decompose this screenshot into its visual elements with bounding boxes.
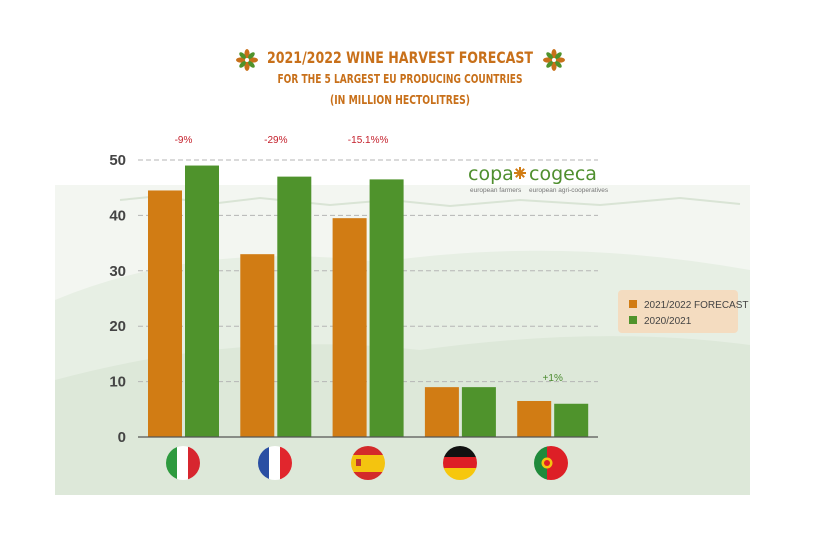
y-axis: 0 10 20 30 40 50 bbox=[109, 152, 126, 446]
change-label: +1% bbox=[543, 373, 563, 384]
chart-subtitle-line-2: (IN MILLION HECTOLITRES) bbox=[330, 93, 470, 107]
portugal-flag-icon bbox=[534, 446, 568, 480]
y-tick-label: 20 bbox=[109, 318, 126, 335]
chart-title: 2021/2022 WINE HARVEST FORECAST bbox=[267, 48, 533, 67]
y-tick-label: 0 bbox=[118, 429, 126, 446]
legend-label-forecast: 2021/2022 FORECAST bbox=[644, 300, 749, 311]
header: 2021/2022 WINE HARVEST FORECAST FOR THE … bbox=[236, 48, 565, 107]
chart-subtitle-line-1: FOR THE 5 LARGEST EU PRODUCING COUNTRIES bbox=[278, 72, 523, 86]
legend-label-previous: 2020/2021 bbox=[644, 316, 692, 327]
legend-swatch-forecast bbox=[629, 300, 637, 308]
bar-spain-forecast bbox=[332, 218, 367, 437]
copa-cogeca-logo: copa cogeca european farmers european ag… bbox=[468, 163, 609, 194]
spain-flag-icon bbox=[351, 446, 385, 480]
y-tick-label: 50 bbox=[109, 152, 126, 169]
legend-swatch-previous bbox=[629, 316, 637, 324]
bar-germany-previous bbox=[461, 387, 496, 437]
change-labels: -9% -29% -15.1%% +1% bbox=[175, 135, 563, 384]
germany-flag-icon bbox=[443, 446, 477, 480]
change-label: -9% bbox=[175, 135, 193, 146]
country-flags bbox=[166, 446, 568, 480]
bar-france-forecast bbox=[240, 254, 275, 437]
flower-icon bbox=[543, 49, 565, 71]
change-label: -29% bbox=[264, 135, 287, 146]
logo-copa: copa bbox=[468, 163, 514, 185]
bar-portugal-previous bbox=[554, 403, 589, 437]
bar-france-previous bbox=[277, 176, 312, 437]
bar-portugal-forecast bbox=[517, 400, 552, 437]
france-flag-icon bbox=[258, 446, 292, 480]
logo-cogeca: cogeca bbox=[529, 163, 597, 185]
legend: 2021/2022 FORECAST 2020/2021 bbox=[618, 290, 749, 333]
italy-flag-icon bbox=[166, 446, 200, 480]
y-tick-label: 40 bbox=[109, 207, 126, 224]
bars bbox=[148, 165, 589, 438]
change-label: -15.1%% bbox=[348, 135, 389, 146]
legend-box bbox=[618, 290, 738, 333]
bar-italy-forecast bbox=[148, 190, 182, 437]
flower-icon bbox=[236, 49, 258, 71]
y-tick-label: 30 bbox=[109, 263, 126, 280]
y-tick-label: 10 bbox=[109, 374, 126, 391]
logo-star-icon bbox=[514, 167, 526, 179]
logo-tagline-left: european farmers bbox=[470, 187, 522, 194]
bar-germany-forecast bbox=[424, 387, 459, 437]
bar-italy-previous bbox=[185, 165, 219, 438]
logo-tagline-right: european agri-cooperatives bbox=[529, 187, 609, 194]
bar-spain-previous bbox=[369, 179, 404, 437]
